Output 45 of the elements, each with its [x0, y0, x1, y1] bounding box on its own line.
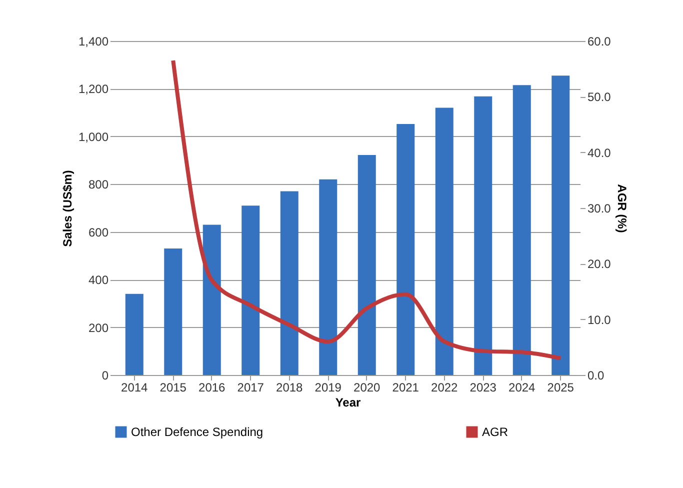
bar — [512, 85, 531, 375]
x-tick-label: 2025 — [547, 380, 574, 394]
x-axis-title: Year — [335, 396, 362, 410]
x-tick-label: 2020 — [354, 380, 381, 394]
bar — [474, 96, 492, 375]
legend-label: Other Defence Spending — [131, 425, 264, 439]
line-series — [171, 58, 563, 360]
x-tick-label: 2015 — [160, 380, 187, 394]
y2-tick-label: 10.0 — [588, 312, 612, 327]
x-tick-label: 2021 — [392, 380, 420, 394]
y2-axis-title: AGR (%) — [614, 184, 629, 233]
bar — [125, 294, 144, 375]
x-tick-label: 2019 — [314, 380, 342, 394]
y-tick-label: 600 — [88, 225, 109, 240]
y-tick-label: 200 — [88, 320, 109, 335]
legend-label: AGR — [482, 425, 508, 439]
y-tick-label: 800 — [88, 178, 109, 192]
x-tick-label: 2014 — [121, 380, 148, 394]
y2-tick-label: 0.0 — [588, 368, 605, 382]
bar — [164, 248, 182, 375]
bar — [280, 191, 298, 375]
bar — [396, 124, 415, 375]
bar — [358, 155, 376, 375]
bar — [435, 108, 454, 375]
x-tick-label: 2017 — [237, 380, 264, 394]
bar — [202, 224, 221, 375]
x-tick-label: 2023 — [470, 380, 497, 394]
y-tick-label: 1,400 — [78, 34, 109, 48]
y-tick-label: 0 — [102, 368, 109, 382]
bar — [552, 76, 570, 375]
y2-tick-label: 30.0 — [588, 202, 612, 216]
y-tick-label: 400 — [88, 273, 109, 288]
y2-tick-label: 60.0 — [588, 34, 612, 48]
bar — [242, 206, 260, 375]
x-tick-label: 2024 — [508, 380, 536, 394]
bar — [319, 179, 338, 375]
y-axis-title: Sales (US$m) — [60, 170, 74, 247]
y2-tick-label: 50.0 — [588, 90, 612, 104]
y2-tick-label: 20.0 — [588, 257, 612, 272]
y-tick-label: 1,200 — [78, 82, 109, 96]
y2-tick-label: 40.0 — [588, 146, 612, 160]
x-tick-label: 2018 — [276, 380, 304, 394]
x-tick-label: 2016 — [198, 380, 226, 394]
x-tick-label: 2022 — [431, 380, 458, 394]
y-tick-label: 1,000 — [78, 130, 109, 144]
